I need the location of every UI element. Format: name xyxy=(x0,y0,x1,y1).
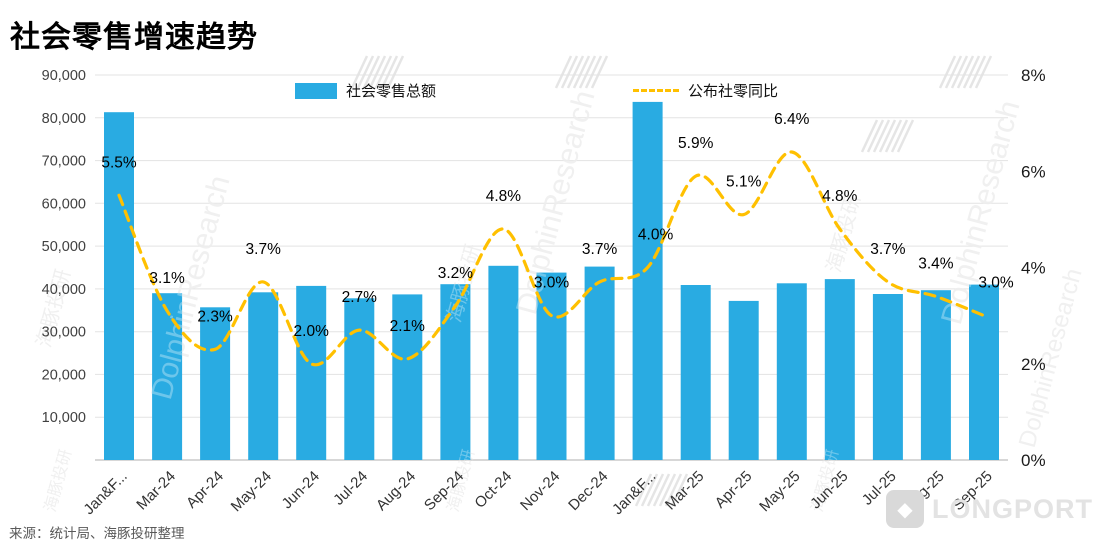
line-data-label: 4.0% xyxy=(638,227,674,244)
x-axis-label: Aug-24 xyxy=(373,468,419,514)
line-data-label: 5.1% xyxy=(726,174,762,191)
bar xyxy=(152,293,183,460)
bar xyxy=(440,284,471,460)
bar-series-swatch xyxy=(295,82,337,99)
bar xyxy=(872,294,903,460)
x-axis-label: Apr-24 xyxy=(183,468,227,512)
watermark-hatch-icon xyxy=(350,55,405,89)
watermark-text: 海豚投研 xyxy=(442,242,485,325)
line-data-label: 3.1% xyxy=(149,270,185,287)
legend-item-line: 公布社零同比 xyxy=(633,80,778,101)
line-data-label: 5.5% xyxy=(101,154,137,171)
bar xyxy=(680,285,711,460)
left-axis-tick: 20,000 xyxy=(42,367,86,383)
watermark-hatch-icon xyxy=(554,55,609,89)
left-axis-tick: 90,000 xyxy=(42,68,86,84)
longport-logo: ◆ LONGPORT xyxy=(886,490,1093,528)
line-data-label: 4.8% xyxy=(822,188,858,205)
x-axis-label: May-24 xyxy=(228,468,275,515)
left-axis-tick: 40,000 xyxy=(42,282,86,298)
bar xyxy=(728,300,759,460)
line-series-swatch xyxy=(633,89,679,92)
right-axis-tick: 0% xyxy=(1021,451,1046,470)
bar xyxy=(392,294,423,460)
bar xyxy=(824,279,855,460)
x-axis-label: Jul-24 xyxy=(330,468,371,509)
line-data-label: 3.0% xyxy=(978,275,1014,292)
bar-series xyxy=(104,101,999,461)
bar xyxy=(104,112,134,460)
x-axis-label: Jun-24 xyxy=(279,468,323,512)
right-axis-tick: 8% xyxy=(1021,66,1046,85)
longport-logo-text: LONGPORT xyxy=(932,493,1093,524)
line-data-label: 2.7% xyxy=(342,289,378,306)
bar xyxy=(488,265,519,460)
line-data-label: 6.4% xyxy=(774,111,810,128)
line-data-label: 2.3% xyxy=(197,308,233,325)
line-data-label: 4.8% xyxy=(486,188,522,205)
line-data-label: 3.7% xyxy=(870,241,906,258)
bar xyxy=(296,285,327,460)
bar xyxy=(248,292,279,460)
line-data-label: 3.2% xyxy=(438,265,474,282)
x-axis-label: Mar-24 xyxy=(133,468,179,514)
yoy-line xyxy=(117,150,986,367)
line-data-label: 3.0% xyxy=(534,275,570,292)
left-axis-tick: 60,000 xyxy=(42,196,86,212)
right-axis-tick: 6% xyxy=(1021,162,1046,181)
x-axis-label: Oct-24 xyxy=(471,468,515,512)
x-axis-label: Nov-24 xyxy=(517,468,563,514)
left-axis-tick: 10,000 xyxy=(42,410,86,426)
source-note: 来源：统计局、海豚投研整理 xyxy=(9,526,185,541)
x-axis-label: Dec-24 xyxy=(565,468,611,514)
longport-logo-icon: ◆ xyxy=(886,490,924,528)
watermark-hatch-icon xyxy=(938,55,993,89)
x-axis-label: Jan&F... xyxy=(80,468,130,518)
x-axis-label: Apr-25 xyxy=(712,468,756,512)
line-data-label: 5.9% xyxy=(678,135,714,152)
x-axis-label: Jan&F... xyxy=(609,468,659,518)
bar xyxy=(344,298,375,460)
bar xyxy=(969,284,999,460)
left-axis-tick: 80,000 xyxy=(42,111,86,127)
left-axis-tick: 70,000 xyxy=(42,154,86,170)
bar-series-label: 社会零售总额 xyxy=(346,83,437,100)
right-axis-tick: 4% xyxy=(1021,259,1046,278)
watermark-hatch-icon xyxy=(634,473,689,507)
bar xyxy=(584,266,615,460)
watermark-text: 海豚投研 xyxy=(41,447,75,513)
x-axis-label: May-25 xyxy=(756,468,803,515)
line-data-label: 3.4% xyxy=(918,255,954,272)
line-data-labels: 5.5% 3.1% 2.3% 3.7% 2.0% 2.7% 2.1% 3.2% 4.8% 3.0%… xyxy=(101,111,1014,340)
bar xyxy=(776,283,807,460)
line-data-label: 2.0% xyxy=(294,323,330,340)
line-series-label: 公布社零同比 xyxy=(688,83,779,100)
left-axis-tick: 50,000 xyxy=(42,239,86,255)
legend-item-bars: 社会零售总额 xyxy=(295,80,436,101)
bar xyxy=(920,290,951,460)
left-axis-tick: 30,000 xyxy=(42,325,86,341)
page-title: 社会零售增速趋势 xyxy=(10,21,258,54)
line-data-label: 2.1% xyxy=(390,318,426,335)
line-data-label: 3.7% xyxy=(582,241,618,258)
line-data-label: 3.7% xyxy=(246,241,282,258)
bar xyxy=(632,101,663,461)
bar xyxy=(200,307,231,460)
right-axis-tick: 2% xyxy=(1021,355,1046,374)
watermark-hatch-icon xyxy=(860,119,915,153)
